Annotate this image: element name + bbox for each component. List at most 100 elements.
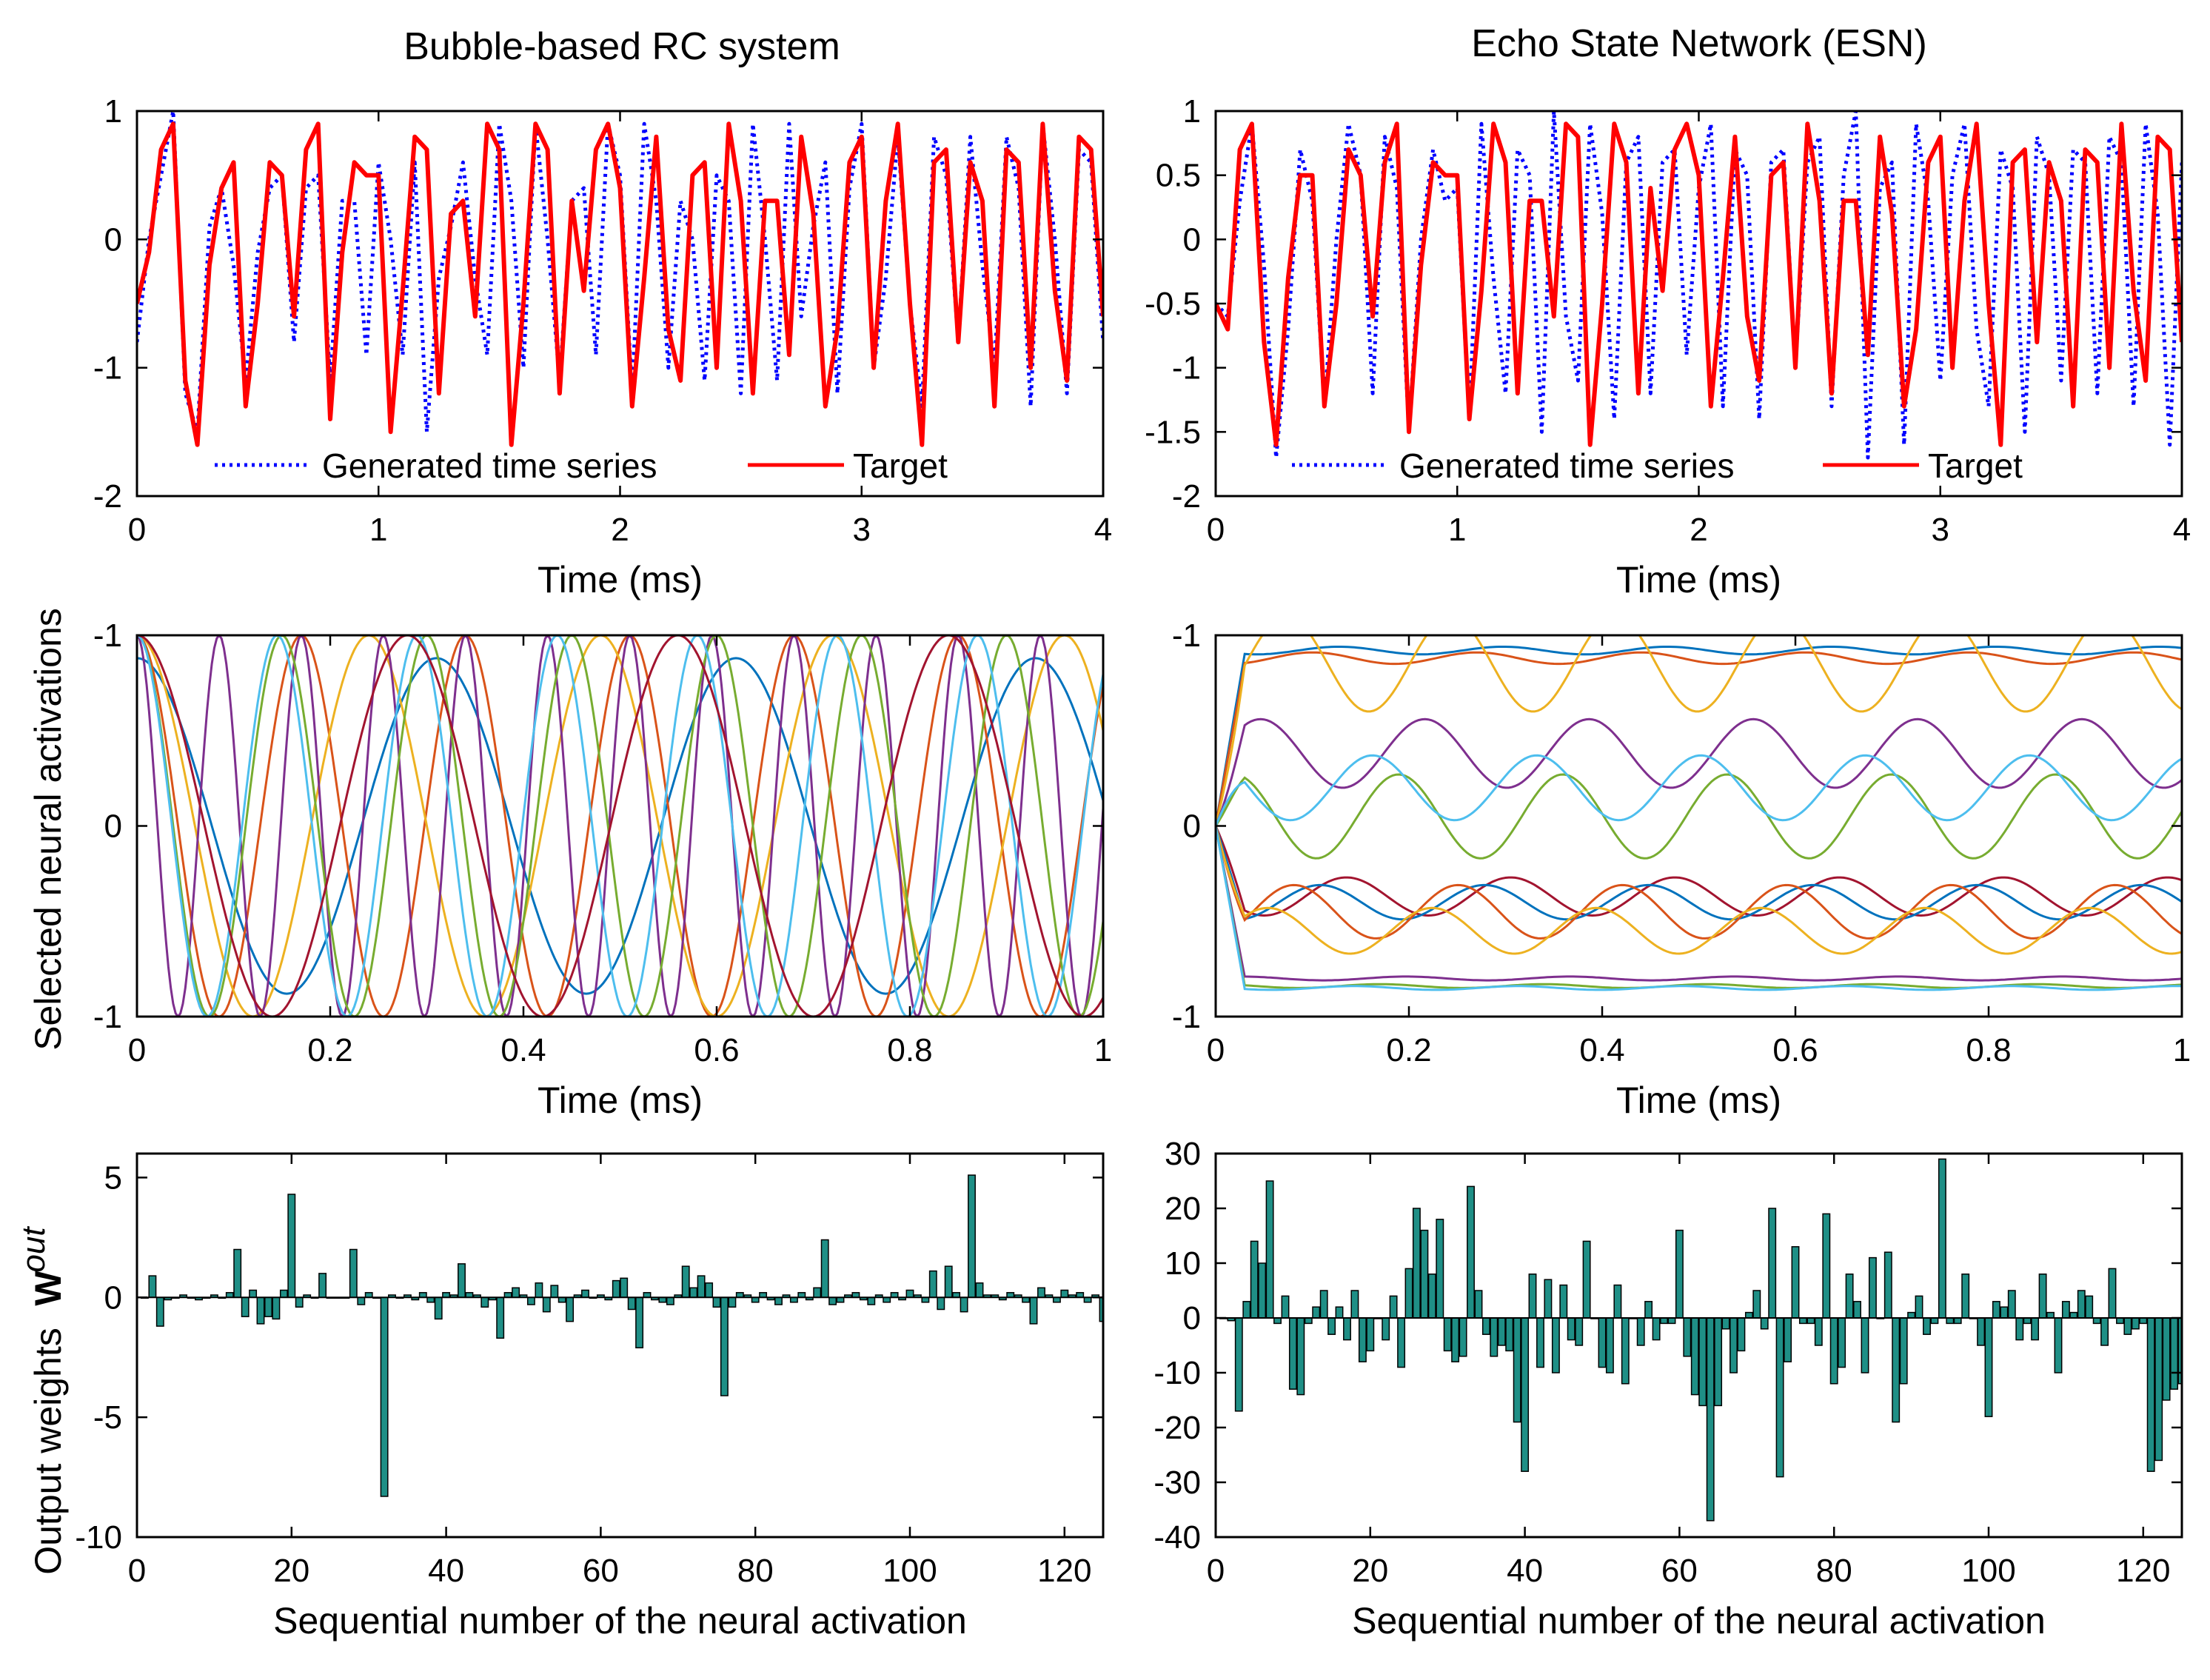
bar-wout-right-39: [1513, 1317, 1521, 1423]
activation-b6: [1216, 754, 2182, 827]
xtick-label-wout-left: 0: [128, 1553, 146, 1589]
ytick-label-act-right: -1: [1172, 618, 1201, 654]
xtick-label-wout-right: 80: [1816, 1553, 1852, 1589]
xtick-label-ts-right: 1: [1448, 512, 1466, 548]
bar-wout-left-20: [287, 1194, 296, 1298]
bar-wout-right-10: [1288, 1317, 1297, 1390]
bar-wout-left-52: [535, 1282, 543, 1298]
xtick-label-act-right: 0.8: [1966, 1032, 2011, 1068]
legend-left: Generated time series Target: [215, 446, 948, 485]
plot-area-ts-right: [1216, 111, 2182, 460]
bar-wout-right-123: [2162, 1317, 2171, 1401]
xlabel-act-left: Time (ms): [538, 1080, 703, 1121]
series-ts-left-target: [137, 121, 1103, 447]
ylabel-w-symbol: W: [27, 1271, 69, 1306]
xtick-label-act-left: 0.8: [887, 1032, 932, 1068]
bar-wout-right-11: [1296, 1317, 1305, 1396]
legend-left-generated-label: Generated time series: [322, 446, 657, 485]
bar-wout-left-47: [496, 1296, 505, 1339]
bar-wout-right-28: [1427, 1274, 1436, 1319]
bar-wout-right-103: [2007, 1290, 2016, 1319]
bar-wout-right-72: [1768, 1208, 1777, 1319]
xtick-label-act-left: 0.4: [500, 1032, 546, 1068]
activation-a2: [137, 635, 1103, 1017]
bar-wout-right-8: [1273, 1317, 1282, 1325]
bar-wout-right-56: [1644, 1301, 1653, 1319]
bar-wout-right-40: [1521, 1317, 1530, 1472]
bar-wout-left-28: [349, 1248, 358, 1299]
bar-wout-right-53: [1621, 1317, 1630, 1385]
bar-wout-right-117: [2116, 1317, 2124, 1325]
xtick-label-wout-right: 100: [1961, 1553, 2015, 1589]
panel-ts-left: 0 1 2 3 4 -2 -1 0 1 Time (ms): [93, 93, 1112, 600]
xtick-label-act-left: 0.6: [694, 1032, 739, 1068]
bar-wout-right-91: [1915, 1295, 1923, 1319]
ylabel-output-weights: Output weights W out: [16, 1226, 69, 1575]
ytick-label-wout-right: -20: [1153, 1410, 1201, 1446]
bar-wout-left-3: [155, 1296, 164, 1327]
bar-wout-right-59: [1667, 1317, 1676, 1325]
bar-wout-left-62: [612, 1279, 620, 1299]
ytick-label-ts-right: 0.5: [1156, 158, 1201, 194]
xtick-label-ts-left: 0: [128, 512, 146, 548]
ytick-label-ts-left: 1: [104, 93, 122, 130]
activation-b5: [1216, 773, 2182, 860]
bar-wout-right-74: [1784, 1317, 1792, 1362]
xtick-label-wout-right: 120: [2116, 1553, 2170, 1589]
bar-wout-left-115: [1022, 1296, 1031, 1303]
bar-wout-right-71: [1760, 1317, 1769, 1330]
ytick-label-ts-right: -0.5: [1145, 286, 1201, 322]
xtick-label-wout-left: 40: [428, 1553, 464, 1589]
bar-wout-right-65: [1714, 1317, 1723, 1407]
bar-wout-left-65: [635, 1296, 644, 1349]
bar-wout-right-100: [1984, 1317, 1993, 1417]
ytick-label-wout-left: 0: [104, 1279, 122, 1316]
bar-wout-right-75: [1791, 1246, 1800, 1319]
bar-wout-left-53: [542, 1296, 551, 1313]
ytick-label-ts-right: 0: [1183, 221, 1201, 258]
bar-wout-right-85: [1868, 1256, 1877, 1319]
bar-wout-right-104: [2015, 1317, 2024, 1341]
xtick-label-wout-left: 120: [1037, 1553, 1091, 1589]
bar-wout-right-4: [1242, 1301, 1251, 1319]
bar-wout-right-48: [1582, 1240, 1591, 1319]
bar-wout-right-34: [1474, 1290, 1483, 1319]
bar-wout-left-69: [666, 1296, 674, 1305]
bar-wout-left-89: [820, 1239, 829, 1298]
activation-b12: [1216, 826, 2182, 989]
bar-wout-right-94: [1938, 1158, 1946, 1319]
bar-wout-right-20: [1366, 1317, 1375, 1352]
series-ts-left-generated: [137, 111, 1103, 434]
bar-wout-left-49: [512, 1287, 520, 1299]
bar-wout-right-102: [2000, 1306, 2009, 1319]
bar-wout-right-47: [1575, 1317, 1584, 1346]
bar-wout-left-108: [968, 1174, 976, 1298]
bar-wout-right-93: [1930, 1317, 1939, 1325]
panel-wout-left: 0 20 40 60 80 100 120 -10 -5 0 5 Sequential number …: [75, 1152, 1105, 1641]
xtick-label-wout-left: 80: [737, 1553, 774, 1589]
xtick-label-wout-left: 60: [583, 1553, 619, 1589]
bar-wout-right-43: [1544, 1279, 1553, 1319]
bar-wout-right-111: [2069, 1311, 2078, 1319]
ytick-label-ts-left: -1: [93, 350, 122, 386]
bar-wout-left-119: [1052, 1296, 1061, 1303]
activation-a6: [137, 635, 1103, 1017]
bar-wout-right-101: [1992, 1301, 2000, 1319]
bar-wout-left-90: [828, 1296, 837, 1305]
ytick-label-act-right: -1: [1172, 999, 1201, 1035]
bar-wout-right-16: [1335, 1306, 1344, 1319]
xtick-label-act-left: 1: [1094, 1032, 1112, 1068]
bar-wout-right-5: [1250, 1240, 1259, 1319]
bar-wout-left-63: [620, 1277, 629, 1298]
bar-wout-right-32: [1459, 1317, 1467, 1357]
bar-wout-right-58: [1660, 1317, 1668, 1325]
bar-wout-right-61: [1683, 1317, 1692, 1357]
bar-wout-right-128: [2202, 1247, 2209, 1318]
bar-wout-right-23: [1389, 1295, 1398, 1319]
bar-wout-right-78: [1814, 1317, 1823, 1346]
bar-wout-right-31: [1451, 1317, 1460, 1362]
bar-wout-right-19: [1358, 1317, 1367, 1362]
ytick-label-wout-left: -10: [75, 1519, 122, 1556]
bar-wout-left-18: [272, 1296, 281, 1320]
